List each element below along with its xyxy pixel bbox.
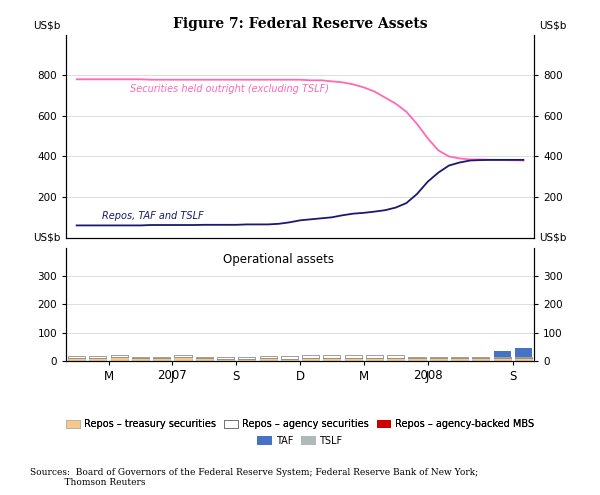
Text: US$b: US$b [33, 233, 61, 243]
Bar [217, 357, 234, 358]
Bar [196, 356, 213, 358]
Bar [344, 355, 362, 358]
Bar [196, 358, 213, 361]
Bar [175, 357, 191, 361]
Bar [494, 358, 511, 361]
Bar [409, 356, 425, 358]
Text: US$b: US$b [539, 233, 567, 243]
Bar [323, 358, 340, 361]
Bar [68, 358, 85, 361]
Bar [89, 358, 106, 361]
Bar [153, 357, 170, 358]
Bar [451, 358, 468, 361]
Bar [175, 355, 191, 357]
Bar [132, 356, 149, 358]
Bar [451, 356, 468, 358]
Bar [110, 357, 128, 361]
Bar [494, 356, 511, 358]
Bar [472, 356, 490, 358]
Legend: Repos – treasury securities, Repos – agency securities, Repos – agency-backed MB: Repos – treasury securities, Repos – age… [62, 415, 538, 433]
Bar [281, 358, 298, 361]
Bar [366, 355, 383, 358]
Bar [302, 355, 319, 358]
Bar [430, 356, 447, 358]
Bar [387, 358, 404, 361]
Text: Sources:  Board of Governors of the Federal Reserve System; Federal Reserve Bank: Sources: Board of Governors of the Feder… [30, 468, 478, 487]
Bar [89, 355, 106, 358]
Text: Figure 7: Federal Reserve Assets: Figure 7: Federal Reserve Assets [173, 17, 427, 31]
Bar [281, 356, 298, 358]
Bar [409, 358, 425, 361]
Text: Operational assets: Operational assets [223, 253, 334, 266]
Text: US$b: US$b [33, 21, 61, 31]
Text: 2008: 2008 [413, 369, 442, 382]
Text: 2007: 2007 [157, 369, 187, 382]
Bar [515, 348, 532, 356]
Bar [132, 358, 149, 361]
Bar [238, 358, 256, 361]
Bar [260, 355, 277, 358]
Text: US$b: US$b [539, 21, 567, 31]
Bar [302, 358, 319, 361]
Bar [387, 355, 404, 358]
Bar [260, 358, 277, 361]
Text: Repos, TAF and TSLF: Repos, TAF and TSLF [102, 211, 204, 221]
Bar [515, 358, 532, 361]
Bar [153, 358, 170, 361]
Bar [472, 358, 490, 361]
Bar [68, 355, 85, 358]
Legend: TAF, TSLF: TAF, TSLF [254, 432, 347, 449]
Bar [344, 358, 362, 361]
Bar [238, 357, 256, 358]
Bar [515, 356, 532, 358]
Bar [430, 358, 447, 361]
Bar [494, 351, 511, 356]
Bar [217, 358, 234, 361]
Bar [366, 358, 383, 361]
Text: Securities held outright (excluding TSLF): Securities held outright (excluding TSLF… [130, 85, 329, 95]
Bar [323, 355, 340, 358]
Bar [110, 355, 128, 357]
